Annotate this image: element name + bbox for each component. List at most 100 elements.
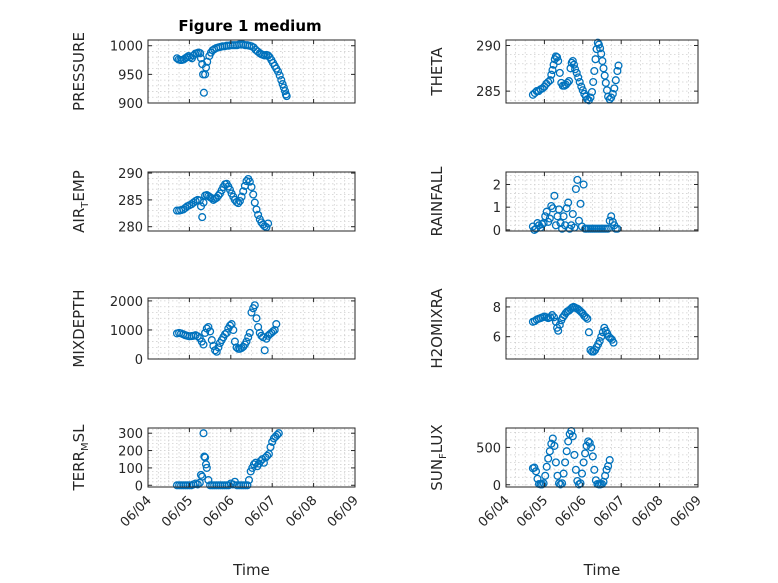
axes-4-point-10 <box>193 332 202 341</box>
axes-7-xtick-label-5: 06/09 <box>668 493 705 530</box>
axes-2-point-30 <box>225 185 235 194</box>
axes-3-point-31 <box>576 199 585 208</box>
axes-6-point-13 <box>198 472 207 481</box>
axes-0-box <box>147 39 356 104</box>
axes-0-ytick-label-2: 1000 <box>110 40 143 55</box>
axes-3-point-26 <box>568 209 577 219</box>
axes-0-point-20 <box>201 63 211 72</box>
axes-2-point-37 <box>237 192 246 201</box>
axes-7-point-2 <box>531 467 541 476</box>
axes-1-point-31 <box>575 77 584 87</box>
axes-7-xtick-label-1: 06/05 <box>514 493 551 530</box>
axes-2-point-42 <box>245 177 254 186</box>
axes-7-point-38 <box>587 443 596 452</box>
axes-3-point-33 <box>579 180 588 189</box>
axes-7-xtick-label-4: 06/08 <box>629 493 666 530</box>
axes-0-point-14 <box>196 49 205 58</box>
axes-0-ytick-label-0: 900 <box>118 97 143 112</box>
axes-6-xtick-label-5: 06/09 <box>325 493 362 530</box>
axes-5-ytick-label-1: 8 <box>493 301 501 316</box>
axes-4-ytick-label-2: 2000 <box>110 295 143 310</box>
axes-0-ytick-label-1: 950 <box>118 68 143 83</box>
axes-1-point-45 <box>594 40 603 49</box>
axes-4-point-40 <box>244 333 253 342</box>
axes-3-point-48 <box>607 212 616 221</box>
axes-4-point-17 <box>206 327 215 336</box>
axes-1-point-41 <box>590 66 599 76</box>
axis-4-ylabel: MIXDEPTH <box>70 289 88 367</box>
axes-4-point-44 <box>250 301 259 310</box>
axis-7-ylabel: SUNFLUX <box>428 424 449 490</box>
axes-4-point-26 <box>220 330 230 339</box>
axes-1-point-49 <box>599 64 608 73</box>
axes-4-point-57 <box>272 320 281 329</box>
axes-4-point-50 <box>260 346 269 355</box>
axes-0-point-44 <box>249 43 258 52</box>
axes-2-point-45 <box>250 198 259 207</box>
axes-7-point-40 <box>590 465 599 474</box>
axes-7-point-11 <box>545 447 554 456</box>
axes-1: 285 290 THETA <box>428 38 699 105</box>
axes-7-xtick-label-0: 06/04 <box>476 493 513 530</box>
axes-1-ytick-label-1: 290 <box>476 39 501 54</box>
axes-4-point-13 <box>199 340 208 349</box>
axes-1-point-10 <box>547 70 556 79</box>
axis-1-ylabel: THETA <box>428 47 446 97</box>
figure-title: Figure 1 medium <box>178 17 321 35</box>
axes-1-point-23 <box>564 77 574 86</box>
axes-1-point-50 <box>600 71 609 80</box>
axes-6-xlabel: Time <box>232 561 270 579</box>
axes-7: 0 500 06/04 06/05 06/06 06/07 06/08 06/09 Time SU… <box>428 424 705 579</box>
axes-5-point-10 <box>548 311 557 320</box>
axes-7-point-28 <box>571 465 580 474</box>
axes-7-point-6 <box>538 480 547 489</box>
axes-3-point-14 <box>550 191 559 200</box>
axes-3-ytick-label-1: 1 <box>493 201 501 216</box>
axes-1-point-39 <box>587 87 597 97</box>
axes-6-point-10 <box>193 480 202 489</box>
axes-1-point-40 <box>589 77 598 87</box>
axes-1-point-46 <box>596 44 605 53</box>
axes-7-point-22 <box>562 447 571 456</box>
axes-4-point-42 <box>247 308 256 317</box>
axes-1-point-28 <box>571 65 580 74</box>
axes-7-point-8 <box>541 471 550 480</box>
axes-0-point-65 <box>282 92 291 101</box>
axes-0-point-15 <box>196 54 206 63</box>
axes-5-point-9 <box>546 313 555 322</box>
axes-2-box <box>147 171 356 232</box>
axes-1-point-58 <box>611 76 620 85</box>
axes-7-point-34 <box>581 449 590 458</box>
axes-2-point-13 <box>198 213 207 222</box>
axes-5-point-34 <box>584 328 593 337</box>
axes-2: 280 285 290 AIRTEMP <box>70 167 356 236</box>
axes-3-point-11 <box>545 214 554 223</box>
axes-5-box <box>505 297 699 360</box>
axes-4-point-22 <box>214 343 223 352</box>
axes-2-point-4 <box>181 203 190 212</box>
axes-1-point-38 <box>586 93 595 102</box>
axes-6-point-15 <box>200 452 209 461</box>
axes-6-point-19 <box>204 476 213 485</box>
axes-2-point-34 <box>232 197 241 207</box>
axes-1-point-26 <box>568 56 577 66</box>
axes-5-ytick-label-0: 6 <box>493 331 501 346</box>
axes-3-point-22 <box>562 204 571 213</box>
axis-6-ylabel: TERRMSL <box>70 424 91 492</box>
axes-6-point-56 <box>273 430 282 439</box>
axes-6-point-18 <box>202 463 211 472</box>
axes-6-point-14 <box>199 429 208 438</box>
axes-2-point-43 <box>247 182 256 192</box>
axes-3-ytick-label-2: 2 <box>493 178 501 193</box>
axes-7-point-1 <box>530 463 539 472</box>
axes-1-point-1 <box>530 88 539 98</box>
axes-1-point-33 <box>578 86 587 95</box>
axes-2-point-38 <box>239 187 248 196</box>
axes-0-point-63 <box>280 86 290 96</box>
axes-6-ytick-label-3: 300 <box>118 427 143 442</box>
axes-1-point-22 <box>563 78 572 87</box>
axes-6-ytick-label-0: 0 <box>135 479 143 494</box>
axes-2-point-46 <box>252 205 261 214</box>
axes-7-point-14 <box>550 441 559 450</box>
axes-1-point-56 <box>608 89 617 98</box>
